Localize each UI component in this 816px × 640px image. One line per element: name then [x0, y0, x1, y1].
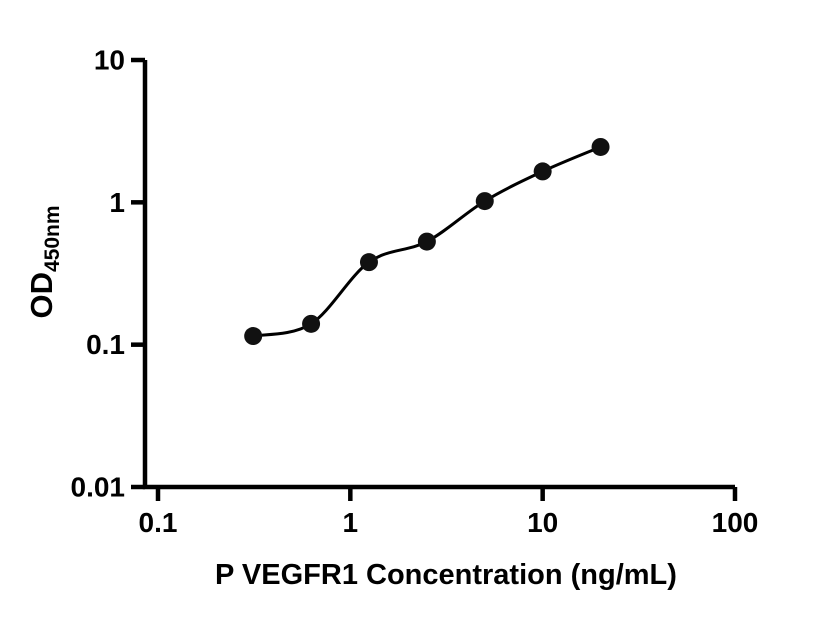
data-series — [244, 137, 610, 346]
data-point — [359, 253, 378, 272]
y-tick-label: 0.01 — [71, 472, 126, 503]
x-tick-label: 1 — [343, 507, 359, 538]
data-point — [302, 314, 321, 333]
tick-labels: 0.1 1 10 100 0.01 0.1 1 10 — [71, 45, 759, 538]
axes — [142, 60, 735, 490]
x-tick-label: 0.1 — [139, 507, 178, 538]
x-axis-title: P VEGFR1 Concentration (ng/mL) — [215, 559, 677, 591]
data-point — [417, 232, 436, 251]
x-tick-label: 10 — [527, 507, 558, 538]
y-tick-label: 10 — [94, 45, 125, 76]
y-tick-label: 1 — [109, 187, 125, 218]
x-tick-label: 100 — [712, 507, 759, 538]
data-point — [533, 162, 552, 181]
y-axis-title: OD450nm — [24, 205, 64, 318]
data-point — [475, 192, 494, 211]
data-point — [244, 327, 263, 346]
axis-lines — [142, 60, 735, 490]
y-tick-label: 0.1 — [86, 329, 125, 360]
y-axis-title-text: OD450nm — [24, 205, 64, 318]
tick-marks — [131, 57, 738, 501]
data-point — [591, 137, 610, 156]
